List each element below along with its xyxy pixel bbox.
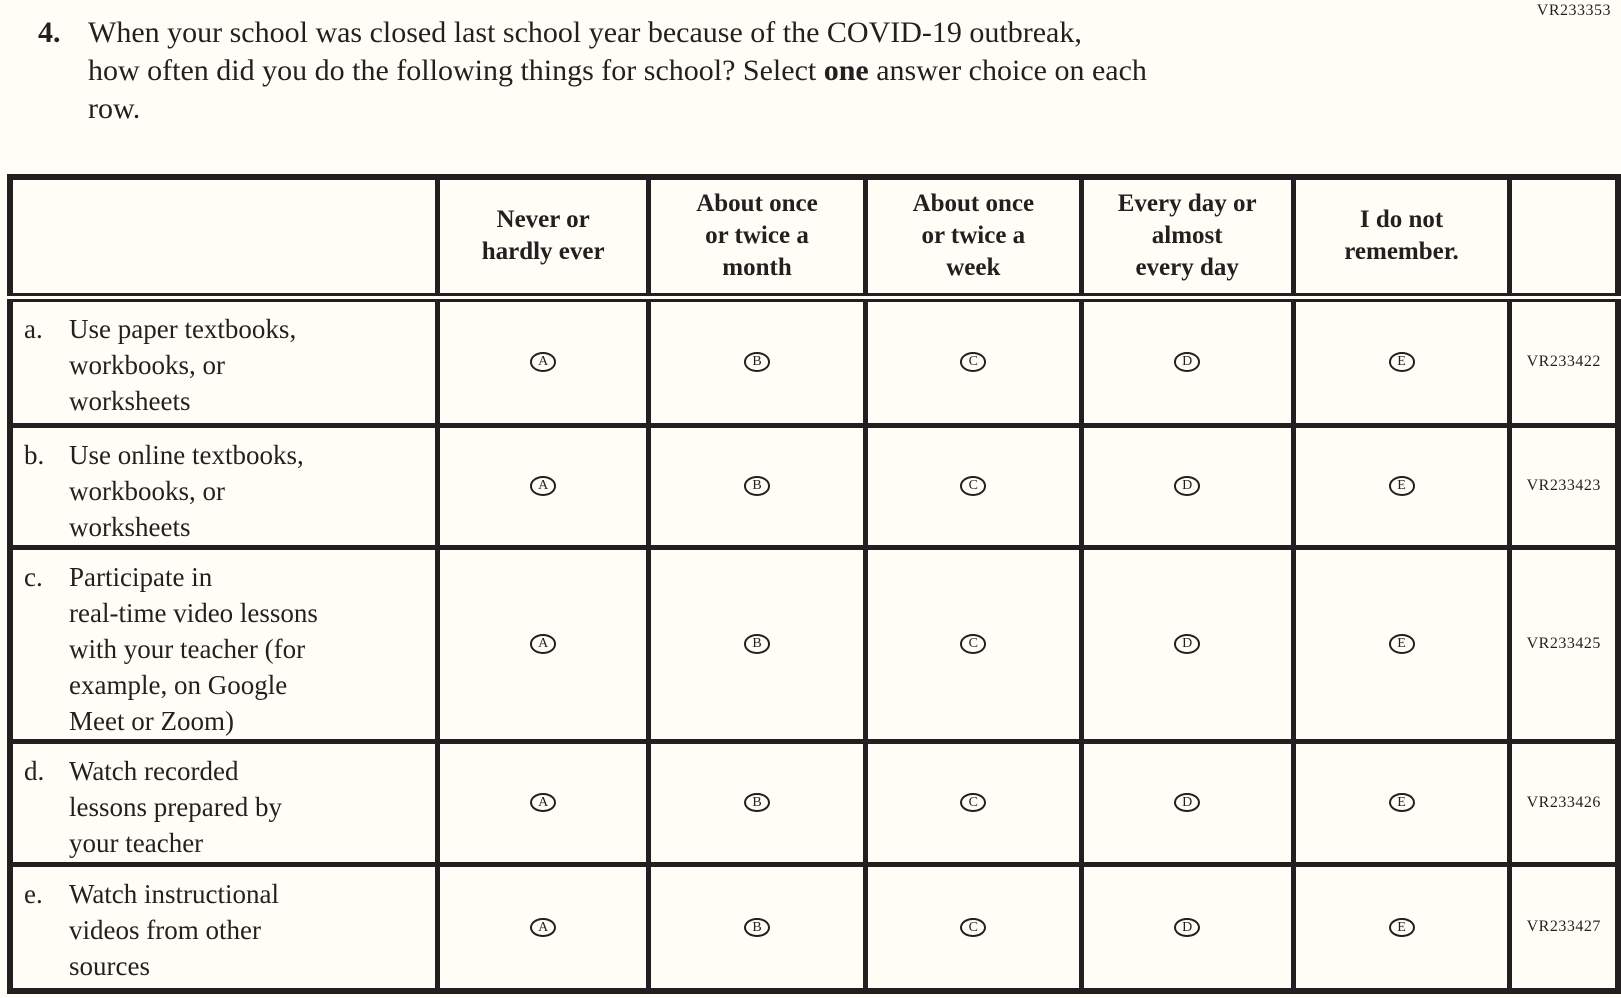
item-letter-b: b.	[24, 439, 45, 470]
item-letter-a: a.	[24, 313, 43, 344]
table-row-c: c. Participate in real-time video lesson…	[7, 544, 1621, 744]
item-label-a: Use paper textbooks, workbooks, or works…	[69, 313, 297, 416]
answer-bubble-c-A[interactable]: A	[530, 634, 557, 654]
cell-e-never: A	[435, 861, 652, 994]
item-cell-e: e. Watch instructional videos from other…	[7, 861, 441, 994]
cell-b-never: A	[435, 422, 652, 550]
cell-b-remember: E	[1290, 422, 1513, 550]
question-text-after: answer choice on each row.	[88, 54, 1147, 125]
cell-a-daily: D	[1078, 294, 1296, 428]
answer-bubble-b-E[interactable]: E	[1388, 476, 1415, 496]
answer-bubble-a-B[interactable]: B	[744, 352, 770, 372]
answer-bubble-a-E[interactable]: E	[1388, 352, 1415, 372]
cell-b-daily: D	[1078, 422, 1296, 550]
cell-a-remember: E	[1290, 294, 1513, 428]
answer-bubble-c-E[interactable]: E	[1388, 634, 1415, 654]
cell-e-remember: E	[1290, 861, 1513, 994]
answer-bubble-c-D[interactable]: D	[1174, 634, 1201, 654]
answer-bubble-a-A[interactable]: A	[530, 352, 557, 372]
cell-e-week: C	[862, 861, 1084, 994]
item-cell-b: b. Use online textbooks, workbooks, or w…	[7, 422, 441, 550]
answer-bubble-b-B[interactable]: B	[744, 476, 770, 496]
answer-bubble-d-E[interactable]: E	[1388, 792, 1415, 813]
item-cell-c: c. Participate in real-time video lesson…	[7, 544, 441, 744]
header-row: Never or hardly ever About once or twice…	[7, 174, 1621, 302]
item-label-e: Watch instructional videos from other so…	[69, 878, 280, 981]
cell-b-month: B	[646, 422, 868, 550]
item-label-b: Use online textbooks, workbooks, or work…	[69, 439, 304, 542]
cell-d-month: B	[646, 738, 868, 867]
cell-d-remember: E	[1290, 738, 1513, 867]
cell-a-month: B	[646, 294, 868, 428]
question-text: When your school was closed last school …	[88, 14, 1418, 128]
column-header-every-day: Every day or almost every day	[1078, 174, 1296, 302]
cell-a-week: C	[862, 294, 1084, 428]
question-bold-word: one	[823, 54, 869, 87]
column-header-blank-items	[7, 174, 441, 302]
cell-e-daily: D	[1078, 861, 1296, 994]
cell-c-week: C	[862, 544, 1084, 744]
cell-c-month: B	[646, 544, 868, 744]
column-header-never: Never or hardly ever	[435, 174, 652, 302]
row-code-e: VR233427	[1507, 861, 1621, 994]
cell-d-never: A	[435, 738, 652, 867]
row-code-a: VR233422	[1507, 294, 1621, 428]
answer-bubble-e-B[interactable]: B	[744, 917, 770, 937]
answer-bubble-e-C[interactable]: C	[960, 917, 987, 937]
column-header-blank-code	[1507, 174, 1621, 302]
cell-e-month: B	[646, 861, 868, 994]
answer-bubble-c-B[interactable]: B	[744, 634, 770, 654]
answer-bubble-d-A[interactable]: A	[530, 792, 557, 813]
cell-c-daily: D	[1078, 544, 1296, 744]
row-code-b: VR233423	[1507, 422, 1621, 550]
column-header-once-twice-month: About once or twice a month	[646, 174, 868, 302]
cell-d-daily: D	[1078, 738, 1296, 867]
answer-bubble-e-E[interactable]: E	[1388, 917, 1415, 937]
row-code-c: VR233425	[1507, 544, 1621, 744]
table-row-b: b. Use online textbooks, workbooks, or w…	[7, 422, 1621, 550]
cell-d-week: C	[862, 738, 1084, 867]
item-letter-d: d.	[24, 755, 45, 786]
item-letter-e: e.	[24, 878, 43, 909]
table-row-e: e. Watch instructional videos from other…	[7, 861, 1621, 994]
answer-bubble-e-D[interactable]: D	[1174, 917, 1201, 937]
answer-bubble-e-A[interactable]: A	[530, 917, 557, 937]
item-label-c: Participate in real-time video lessons w…	[69, 561, 318, 736]
cell-b-week: C	[862, 422, 1084, 550]
question-text-before: When your school was closed last school …	[88, 16, 1082, 87]
question-number: 4.	[38, 16, 61, 49]
column-header-once-twice-week: About once or twice a week	[862, 174, 1084, 302]
cell-c-remember: E	[1290, 544, 1513, 744]
answer-bubble-d-D[interactable]: D	[1174, 792, 1201, 813]
table-row-a: a. Use paper textbooks, workbooks, or wo…	[7, 294, 1621, 428]
cell-a-never: A	[435, 294, 652, 428]
answer-bubble-c-C[interactable]: C	[960, 634, 987, 654]
answer-bubble-b-C[interactable]: C	[960, 476, 987, 496]
item-letter-c: c.	[24, 561, 43, 592]
column-header-do-not-remember: I do not remember.	[1290, 174, 1513, 302]
answer-bubble-b-A[interactable]: A	[530, 476, 557, 496]
page-code: VR233353	[1536, 2, 1611, 19]
survey-table: Never or hardly ever About once or twice…	[7, 174, 1621, 994]
item-label-d: Watch recorded lessons prepared by your …	[69, 755, 282, 858]
question-block: 4. When your school was closed last scho…	[38, 14, 1418, 128]
item-cell-d: d. Watch recorded lessons prepared by yo…	[7, 738, 441, 867]
answer-bubble-b-D[interactable]: D	[1174, 476, 1201, 496]
table-row-d: d. Watch recorded lessons prepared by yo…	[7, 738, 1621, 867]
answer-bubble-d-B[interactable]: B	[744, 792, 770, 813]
cell-c-never: A	[435, 544, 652, 744]
answer-bubble-a-C[interactable]: C	[960, 352, 987, 372]
item-cell-a: a. Use paper textbooks, workbooks, or wo…	[7, 294, 441, 428]
answer-bubble-d-C[interactable]: C	[960, 792, 987, 813]
answer-bubble-a-D[interactable]: D	[1174, 352, 1201, 372]
row-code-d: VR233426	[1507, 738, 1621, 867]
